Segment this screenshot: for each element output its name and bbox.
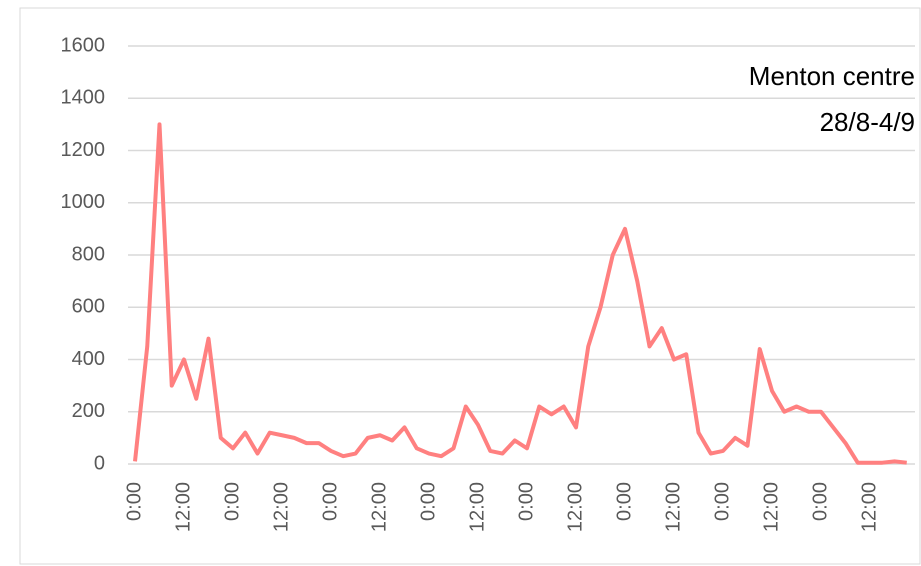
x-tick-label: 0:00 [417, 482, 439, 521]
y-tick-label: 0 [94, 452, 105, 474]
x-tick-label: 0:00 [613, 482, 635, 521]
x-tick-label: 12:00 [858, 482, 880, 532]
x-tick-label: 0:00 [221, 482, 243, 521]
x-tick-label: 12:00 [270, 482, 292, 532]
x-tick-label: 12:00 [172, 482, 194, 532]
x-tick-label: 0:00 [711, 482, 733, 521]
x-tick-label: 12:00 [760, 482, 782, 532]
y-tick-label: 200 [72, 400, 105, 422]
y-tick-label: 1600 [61, 34, 106, 56]
x-tick-label: 0:00 [319, 482, 341, 521]
x-tick-label: 12:00 [368, 482, 390, 532]
chart-subtitle: 28/8-4/9 [820, 107, 915, 137]
y-tick-label: 400 [72, 348, 105, 370]
y-tick-label: 1400 [61, 87, 106, 109]
y-tick-label: 600 [72, 296, 105, 318]
x-tick-label: 12:00 [662, 482, 684, 532]
x-tick-label: 0:00 [123, 482, 145, 521]
chart-frame [19, 7, 921, 565]
chart-title: Menton centre [749, 61, 915, 91]
x-tick-label: 0:00 [515, 482, 537, 521]
x-tick-label: 12:00 [466, 482, 488, 532]
x-tick-label: 12:00 [564, 482, 586, 532]
y-tick-label: 800 [72, 243, 105, 265]
y-tick-label: 1000 [61, 191, 106, 213]
x-tick-label: 0:00 [809, 482, 831, 521]
y-tick-label: 1200 [61, 139, 106, 161]
data-line [133, 122, 907, 465]
